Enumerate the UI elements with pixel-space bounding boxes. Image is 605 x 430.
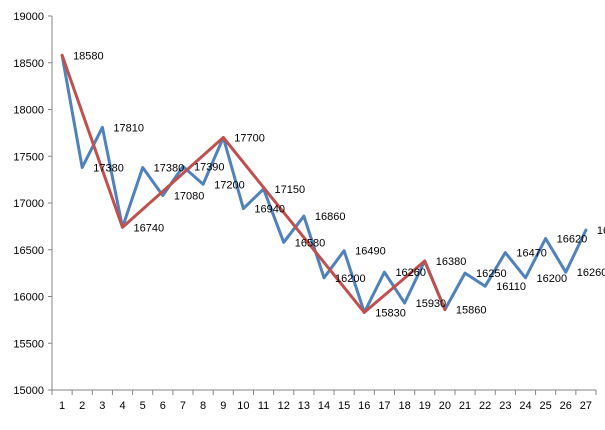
- x-tick-label: 4: [119, 400, 125, 412]
- y-tick-label: 16500: [13, 245, 44, 257]
- y-tick-label: 17500: [13, 151, 44, 163]
- data-label: 15860: [456, 305, 487, 317]
- x-tick-label: 23: [499, 400, 511, 412]
- x-axis: 1 2 3 4 5 6 7 8 9 10 11 12 13 14 15 16 17 18 19 20 21 22 23 24 2…: [51, 389, 597, 412]
- x-tick-label: 14: [318, 400, 330, 412]
- y-tick-label: 19000: [13, 11, 44, 23]
- series-line-blue: [60, 53, 588, 314]
- data-label: 17200: [214, 179, 245, 191]
- data-label: 16250: [476, 268, 507, 280]
- data-label: 16380: [436, 256, 467, 268]
- data-label: 16940: [254, 204, 285, 216]
- data-label: 16200: [335, 273, 366, 285]
- data-label: 18580: [73, 50, 104, 62]
- x-tick-label: 15: [338, 400, 350, 412]
- y-tick-label: 15000: [13, 385, 44, 397]
- data-label: 16470: [516, 248, 547, 260]
- x-tick-label: 17: [378, 400, 390, 412]
- data-label: 15930: [416, 298, 447, 310]
- x-tick-label: 27: [580, 400, 592, 412]
- x-tick-label: 8: [200, 400, 206, 412]
- x-tick-label: 19: [419, 400, 431, 412]
- y-axis: 15000 15500 16000 16500 17000 17500 18000 18500…: [13, 11, 53, 397]
- data-label: 16200: [536, 273, 567, 285]
- x-tick-label: 7: [180, 400, 186, 412]
- series-layer: [60, 53, 588, 314]
- series-line-red: [60, 53, 447, 314]
- x-tick-label: 3: [99, 400, 105, 412]
- x-tick-label: 2: [79, 400, 85, 412]
- x-tick-label: 1: [59, 400, 65, 412]
- data-label: 16740: [134, 222, 165, 234]
- x-tick-label: 21: [459, 400, 471, 412]
- data-label: 17700: [234, 133, 265, 145]
- y-tick-label: 18500: [13, 58, 44, 70]
- data-label-layer: 18580 17380 17810 16740 17380 17080 17390 17200…: [73, 50, 605, 319]
- data-label: 16490: [355, 246, 386, 258]
- x-tick-label: 18: [398, 400, 410, 412]
- data-label: 16710: [597, 225, 605, 237]
- x-tick-label: 26: [560, 400, 572, 412]
- y-tick-label: 15500: [13, 338, 44, 350]
- data-label: 17810: [113, 122, 144, 134]
- data-label: 17150: [275, 184, 306, 196]
- data-label: 17080: [174, 191, 205, 203]
- x-tick-label: 9: [220, 400, 226, 412]
- x-tick-label: 12: [278, 400, 290, 412]
- x-tick-label: 11: [258, 400, 269, 412]
- y-tick-label: 16000: [13, 292, 44, 304]
- data-label: 16260: [395, 267, 426, 279]
- x-tick-label: 16: [358, 400, 370, 412]
- x-tick-label: 6: [160, 400, 166, 412]
- data-label: 16620: [557, 234, 588, 246]
- data-label: 17380: [154, 162, 185, 174]
- x-tick-label: 5: [140, 400, 146, 412]
- x-tick-label: 22: [479, 400, 491, 412]
- data-label: 16580: [295, 237, 326, 249]
- data-label: 16110: [496, 281, 526, 293]
- y-tick-label: 17000: [13, 198, 44, 210]
- x-tick-label: 25: [540, 400, 552, 412]
- data-label: 16860: [315, 211, 346, 223]
- data-label: 16260: [577, 267, 605, 279]
- x-tick-label: 24: [519, 400, 531, 412]
- data-label: 17390: [194, 162, 225, 174]
- y-tick-label: 18000: [13, 105, 44, 117]
- x-tick-label: 20: [439, 400, 451, 412]
- data-label: 15830: [375, 307, 406, 319]
- x-tick-label: 10: [237, 400, 249, 412]
- data-label: 17380: [93, 162, 124, 174]
- x-tick-label: 13: [298, 400, 310, 412]
